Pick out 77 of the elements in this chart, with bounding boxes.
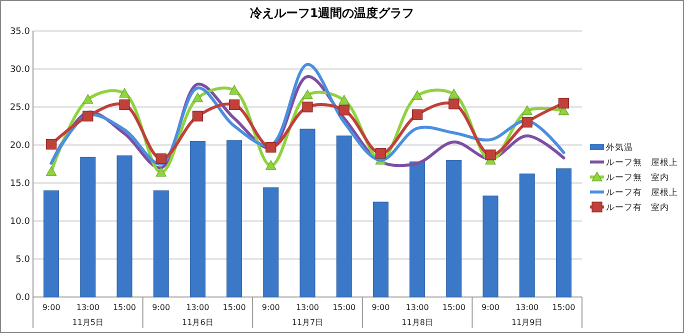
point xyxy=(266,142,276,153)
legend-label: ルーフ無 室内 xyxy=(606,172,669,183)
point xyxy=(192,92,203,102)
x-tick-label: 13:00 xyxy=(516,303,539,312)
x-tick-label: 9:00 xyxy=(482,303,500,312)
point xyxy=(522,106,532,116)
bar xyxy=(556,168,572,298)
point xyxy=(46,166,57,176)
bar xyxy=(300,128,316,298)
text: 11月8日 xyxy=(402,318,433,327)
y-tick-label: 20.0 xyxy=(10,141,30,152)
x-tick-label: 13:00 xyxy=(406,303,429,312)
x-tick-label: 15:00 xyxy=(552,303,576,312)
point xyxy=(46,138,57,150)
text: 11月5日 xyxy=(72,318,104,327)
bar xyxy=(263,187,279,298)
bar xyxy=(153,190,169,298)
text: 11月7日 xyxy=(292,318,324,327)
point xyxy=(302,90,313,100)
point xyxy=(229,99,240,110)
bar xyxy=(80,156,96,298)
line-series xyxy=(50,62,566,166)
point xyxy=(229,84,240,95)
bar xyxy=(482,196,498,298)
point xyxy=(156,167,166,177)
x-tick-label: 9:00 xyxy=(152,303,170,312)
bar xyxy=(336,136,352,298)
point xyxy=(448,98,460,110)
bar xyxy=(190,140,206,298)
point xyxy=(82,110,94,122)
y-tick-label: 5.0 xyxy=(16,255,30,266)
bar xyxy=(446,160,462,298)
bar xyxy=(372,202,388,298)
x-tick-label: 15:00 xyxy=(112,303,136,312)
point xyxy=(82,94,94,104)
point xyxy=(448,88,460,98)
bar xyxy=(410,161,426,298)
point xyxy=(558,98,569,108)
y-tick-label: 0.0 xyxy=(16,293,30,304)
legend-label: ルーフ有 屋根上 xyxy=(606,186,678,198)
legend-label: 外気温 xyxy=(606,142,633,153)
point xyxy=(266,160,276,170)
x-tick-label: 13:00 xyxy=(296,303,320,312)
y-tick-label: 35.0 xyxy=(10,27,30,38)
point xyxy=(338,104,350,116)
bar xyxy=(116,155,132,298)
point xyxy=(485,150,496,160)
text: 11月6日 xyxy=(182,318,214,327)
x-tick-label: 15:00 xyxy=(222,303,246,312)
bar xyxy=(519,174,535,298)
y-tick-label: 30.0 xyxy=(10,65,30,76)
chart-title: 冷えルーフ1週間の温度グラフ xyxy=(250,6,414,20)
x-tick-label: 13:00 xyxy=(186,303,210,312)
bar xyxy=(44,190,60,298)
point xyxy=(119,88,130,98)
x-tick-label: 15:00 xyxy=(442,303,466,312)
x-tick-label: 9:00 xyxy=(372,303,390,312)
y-tick-label: 10.0 xyxy=(10,217,30,228)
point xyxy=(302,102,313,112)
bar xyxy=(226,140,242,298)
point xyxy=(412,109,423,120)
point xyxy=(375,148,386,159)
y-tick-label: 25.0 xyxy=(10,103,30,114)
legend-label: ルーフ有 室内 xyxy=(606,202,669,213)
point xyxy=(412,90,423,100)
text: 11月9日 xyxy=(511,318,543,327)
point xyxy=(522,116,532,128)
point xyxy=(156,153,166,164)
point xyxy=(119,99,130,110)
x-tick-label: 9:00 xyxy=(262,303,280,312)
x-tick-label: 13:00 xyxy=(76,303,100,312)
legend-label: ルーフ無 屋根上 xyxy=(606,156,678,168)
y-tick-label: 15.0 xyxy=(10,179,30,190)
point xyxy=(338,94,350,104)
point xyxy=(192,110,203,122)
x-tick-label: 15:00 xyxy=(332,303,356,312)
x-tick-label: 9:00 xyxy=(42,303,60,312)
